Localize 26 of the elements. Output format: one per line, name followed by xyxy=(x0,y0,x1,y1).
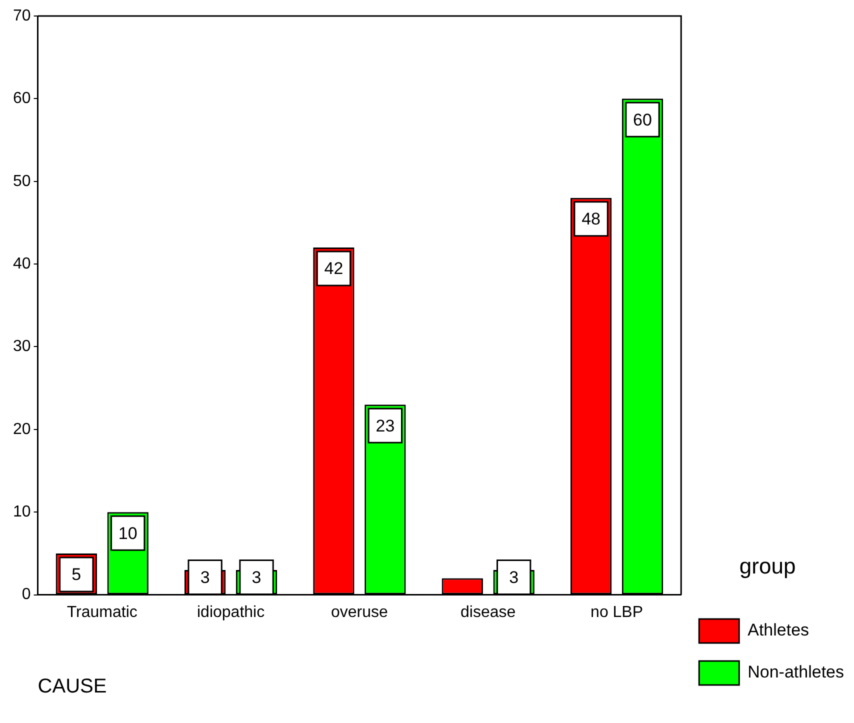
legend-label: Non-athletes xyxy=(748,662,844,682)
legend-title: group xyxy=(739,554,796,579)
data-label: 42 xyxy=(324,259,344,278)
x-tick-label: overuse xyxy=(330,604,388,621)
y-tick-label: 20 xyxy=(13,420,31,438)
y-tick-label: 0 xyxy=(22,586,31,604)
data-label: 5 xyxy=(72,565,82,584)
data-label: 48 xyxy=(582,210,601,229)
data-label: 3 xyxy=(200,568,210,587)
y-tick-label: 70 xyxy=(13,7,31,24)
y-tick-label: 10 xyxy=(13,504,31,521)
x-tick-label: no LBP xyxy=(590,604,644,621)
data-label: 3 xyxy=(252,568,262,587)
data-label: 3 xyxy=(509,568,519,587)
x-tick-label: Traumatic xyxy=(66,604,138,621)
x-axis-title: CAUSE xyxy=(38,676,107,698)
x-tick-label: idiopathic xyxy=(196,604,265,621)
data-label: 60 xyxy=(633,110,652,130)
data-label: 10 xyxy=(118,524,138,543)
y-tick-label: 30 xyxy=(13,338,31,356)
y-tick-label: 60 xyxy=(13,90,31,108)
data-label: 23 xyxy=(376,416,395,436)
x-tick-label: disease xyxy=(460,604,516,621)
y-tick-label: 50 xyxy=(13,172,31,190)
y-tick-label: 40 xyxy=(13,255,31,272)
legend-label: Athletes xyxy=(748,620,810,640)
